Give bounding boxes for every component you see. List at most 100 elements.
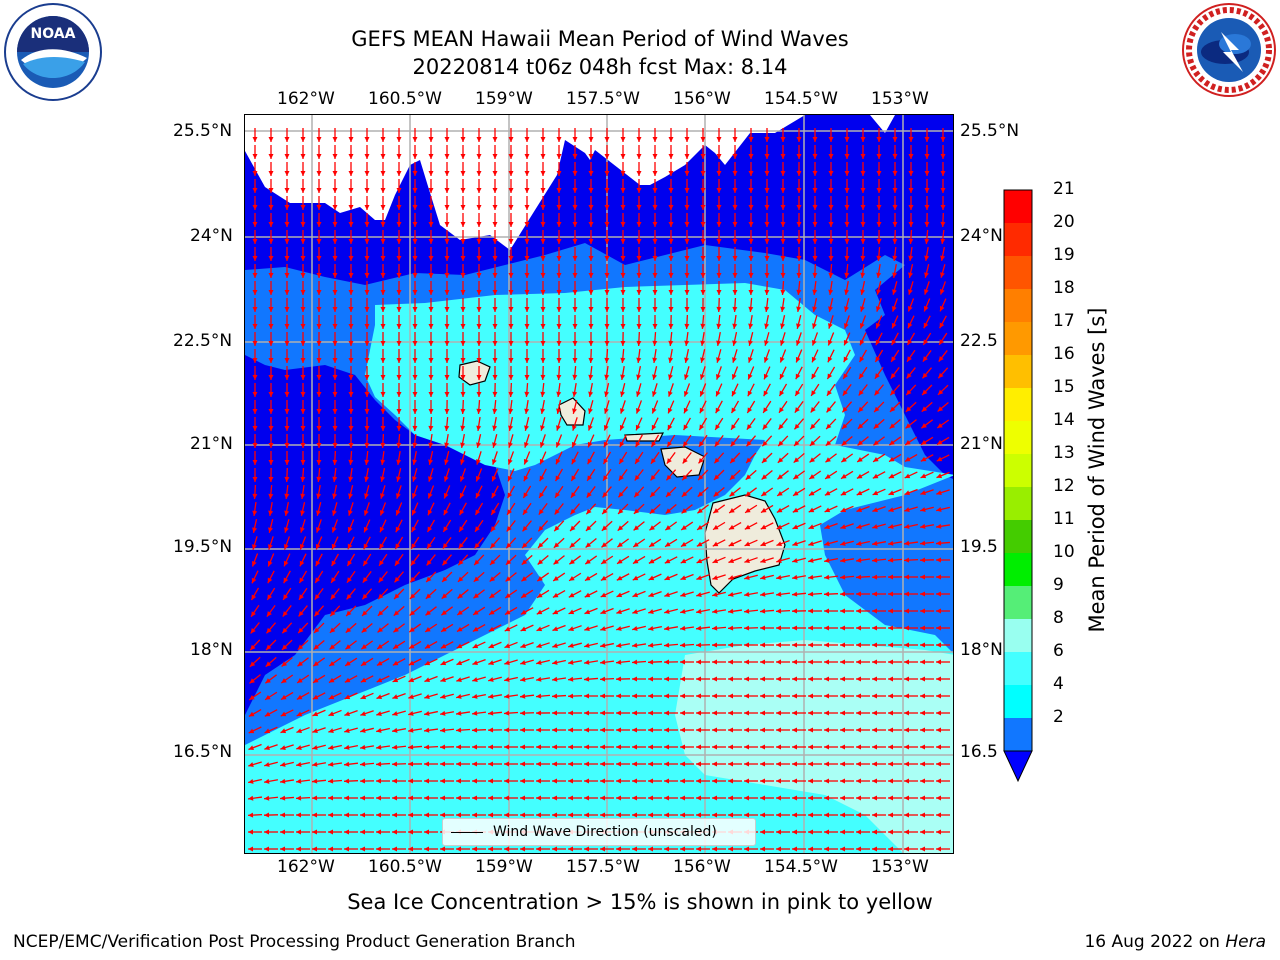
wave-direction-arrowhead: [571, 475, 577, 481]
wave-direction-arrowhead: [360, 711, 366, 717]
wave-direction-arrowhead: [936, 761, 941, 767]
wave-direction-arrowhead: [540, 341, 546, 346]
wave-direction-arrowhead: [379, 526, 385, 533]
wave-direction-arrowhead: [476, 188, 482, 193]
wave-direction-arrowhead: [360, 694, 367, 700]
wave-direction-arrowhead: [888, 676, 893, 682]
wave-direction-arrowhead: [508, 290, 514, 295]
wave-direction-arrowhead: [840, 524, 846, 530]
wave-direction-arrowhead: [552, 812, 557, 818]
colorbar-swatch: [1004, 289, 1032, 323]
colorbar-swatch: [1004, 421, 1032, 455]
wave-direction-arrowhead: [920, 523, 926, 529]
wave-direction-arrowhead: [732, 171, 738, 176]
wave-direction-arrowhead: [569, 542, 576, 548]
wave-direction-arrowhead: [872, 591, 877, 597]
wave-direction-arrowhead: [440, 795, 445, 801]
wave-direction-arrowhead: [620, 290, 626, 295]
wave-direction-arrowhead: [696, 659, 701, 665]
wave-direction-arrowhead: [540, 137, 546, 142]
wave-direction-arrowhead: [664, 812, 669, 818]
wave-direction-arrowhead: [920, 829, 925, 835]
wave-direction-arrowhead: [620, 188, 626, 193]
wave-direction-arrowhead: [680, 592, 686, 597]
wave-direction-arrowhead: [330, 594, 336, 600]
wave-direction-arrowhead: [747, 357, 753, 363]
wave-direction-arrowhead: [556, 358, 562, 363]
wave-direction-arrowhead: [444, 273, 450, 278]
wave-direction-arrowhead: [873, 440, 879, 446]
wave-direction-arrowhead: [252, 443, 258, 448]
wave-direction-arrowhead: [380, 222, 386, 227]
wave-direction-arrowhead: [316, 154, 322, 159]
wave-direction-arrowhead: [892, 222, 898, 227]
wave-direction-arrowhead: [539, 492, 545, 498]
wave-direction-arrowhead: [905, 440, 911, 445]
wave-direction-arrowhead: [540, 154, 546, 159]
wave-direction-arrowhead: [668, 307, 674, 312]
wave-direction-arrowhead: [776, 829, 781, 835]
wave-direction-arrowhead: [636, 273, 642, 278]
wave-direction-arrowhead: [616, 846, 621, 852]
wave-direction-arrowhead: [600, 609, 607, 615]
wave-direction-arrowhead: [363, 510, 369, 516]
wave-direction-arrowhead: [937, 389, 944, 395]
wave-direction-arrowhead: [810, 423, 816, 430]
wave-direction-arrowhead: [492, 222, 498, 227]
wave-direction-arrowhead: [457, 610, 463, 616]
wave-direction-arrowhead: [569, 575, 575, 581]
wave-direction-arrowhead: [412, 358, 418, 363]
legend-label: Wind Wave Direction (unscaled): [493, 824, 717, 840]
wave-direction-arrowhead: [456, 677, 462, 682]
wave-direction-arrowhead: [636, 256, 642, 261]
wave-direction-arrowhead: [761, 474, 768, 480]
wave-direction-arrowhead: [460, 137, 466, 142]
wave-direction-arrowhead: [713, 474, 720, 480]
wave-direction-arrowhead: [648, 676, 653, 682]
wave-direction-arrowhead: [712, 642, 718, 648]
wave-direction-arrowhead: [844, 137, 850, 142]
wave-direction-arrowhead: [856, 540, 862, 546]
wave-direction-arrowhead: [712, 727, 717, 733]
wave-direction-arrowhead: [936, 625, 941, 631]
wave-direction-arrowhead: [472, 677, 478, 682]
wave-direction-arrowhead: [552, 626, 559, 632]
wave-direction-arrowhead: [904, 608, 909, 614]
wave-direction-arrowhead: [728, 727, 733, 733]
wave-direction-arrowhead: [828, 272, 834, 278]
wave-direction-arrowhead: [572, 357, 578, 363]
wave-direction-arrowhead: [396, 137, 402, 142]
wave-direction-arrowhead: [716, 222, 722, 227]
wave-direction-arrowhead: [824, 778, 829, 784]
map-panel[interactable]: [244, 114, 954, 854]
wave-direction-arrowhead: [808, 524, 815, 530]
wave-direction-arrowhead: [523, 492, 529, 499]
wave-direction-arrowhead: [744, 812, 749, 818]
wave-direction-arrowhead: [635, 424, 641, 431]
wave-direction-arrowhead: [252, 409, 258, 414]
wave-direction-arrowhead: [890, 389, 896, 396]
wave-direction-arrowhead: [684, 357, 690, 363]
wave-direction-arrowhead: [747, 390, 753, 397]
wave-direction-arrowhead: [760, 625, 766, 631]
wave-direction-arrowhead: [412, 459, 418, 465]
wave-direction-arrowhead: [332, 239, 338, 244]
wave-direction-arrowhead: [715, 424, 721, 430]
wave-direction-arrowhead: [668, 188, 674, 193]
wave-direction-arrowhead: [920, 490, 926, 496]
wave-direction-arrowhead: [252, 341, 258, 346]
wave-direction-arrowhead: [712, 744, 717, 750]
wave-direction-arrowhead: [600, 659, 606, 665]
wave-direction-arrowhead: [344, 846, 349, 852]
wave-direction-arrowhead: [632, 609, 638, 614]
wave-direction-arrowhead: [588, 307, 594, 312]
wave-direction-arrowhead: [380, 239, 386, 244]
wave-direction-arrowhead: [348, 239, 354, 244]
wave-direction-arrowhead: [632, 558, 639, 564]
wave-direction-arrowhead: [456, 812, 461, 818]
wave-direction-arrowhead: [666, 491, 672, 497]
wave-direction-arrowhead: [520, 676, 526, 682]
wave-direction-arrowhead: [840, 507, 847, 513]
wave-direction-arrowhead: [937, 406, 944, 412]
wave-direction-arrowhead: [844, 272, 850, 278]
